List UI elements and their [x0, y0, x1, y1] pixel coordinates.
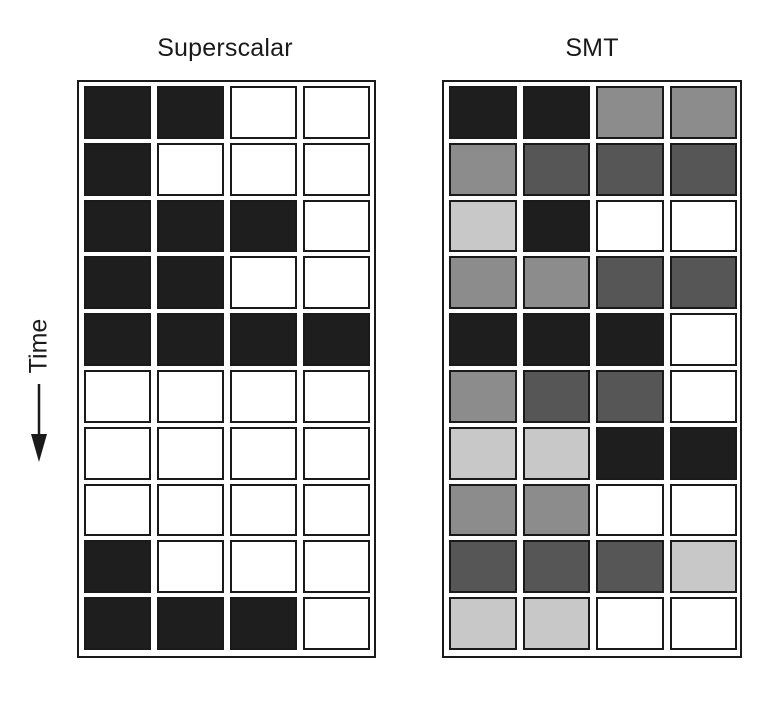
- issue-slot-cell: [230, 427, 297, 480]
- issue-slot-cell: [303, 313, 370, 366]
- issue-slot-cell: [670, 313, 738, 366]
- issue-slot-cell: [303, 427, 370, 480]
- issue-slot-cell: [670, 597, 738, 650]
- issue-slot-cell: [449, 200, 517, 253]
- issue-slot-cell: [84, 427, 151, 480]
- time-arrow-icon: [20, 262, 60, 472]
- issue-slot-cell: [84, 256, 151, 309]
- issue-slot-cell: [596, 597, 664, 650]
- issue-slot-cell: [157, 256, 224, 309]
- issue-slot-cell: [523, 427, 591, 480]
- issue-slot-cell: [303, 143, 370, 196]
- issue-slot-cell: [523, 540, 591, 593]
- issue-slot-cell: [230, 200, 297, 253]
- issue-slot-cell: [230, 256, 297, 309]
- issue-slot-cell: [230, 540, 297, 593]
- issue-slot-cell: [84, 86, 151, 139]
- issue-slot-cell: [670, 86, 738, 139]
- issue-slot-cell: [84, 370, 151, 423]
- issue-slot-cell: [449, 370, 517, 423]
- issue-slot-cell: [84, 313, 151, 366]
- issue-slot-cell: [157, 597, 224, 650]
- issue-slot-cell: [157, 370, 224, 423]
- issue-slot-cell: [596, 370, 664, 423]
- issue-slot-cell: [157, 200, 224, 253]
- issue-slot-cell: [523, 370, 591, 423]
- issue-slot-cell: [523, 256, 591, 309]
- issue-slot-cell: [449, 313, 517, 366]
- issue-slot-cell: [449, 484, 517, 537]
- issue-slot-cell: [303, 597, 370, 650]
- issue-slot-cell: [303, 484, 370, 537]
- issue-slot-cell: [303, 200, 370, 253]
- smt-issue-grid: [449, 86, 737, 650]
- superscalar-title: Superscalar: [80, 34, 370, 63]
- issue-slot-cell: [157, 313, 224, 366]
- issue-slot-cell: [230, 370, 297, 423]
- issue-slot-cell: [84, 200, 151, 253]
- issue-slot-cell: [230, 597, 297, 650]
- issue-slot-cell: [157, 427, 224, 480]
- issue-slot-cell: [596, 540, 664, 593]
- issue-slot-cell: [157, 143, 224, 196]
- issue-slot-cell: [596, 427, 664, 480]
- issue-slot-cell: [670, 200, 738, 253]
- issue-slot-cell: [449, 86, 517, 139]
- issue-slot-cell: [596, 143, 664, 196]
- smt-title: SMT: [442, 34, 742, 63]
- issue-slot-cell: [449, 256, 517, 309]
- issue-slot-cell: [596, 256, 664, 309]
- issue-slot-cell: [84, 143, 151, 196]
- issue-slot-cell: [523, 484, 591, 537]
- issue-slot-cell: [523, 143, 591, 196]
- issue-slot-cell: [596, 313, 664, 366]
- issue-slot-cell: [596, 484, 664, 537]
- time-axis: Time: [20, 262, 60, 472]
- issue-slot-cell: [670, 540, 738, 593]
- issue-slot-cell: [523, 200, 591, 253]
- issue-slot-cell: [230, 86, 297, 139]
- issue-slot-cell: [303, 86, 370, 139]
- issue-slot-cell: [670, 370, 738, 423]
- issue-slot-cell: [670, 256, 738, 309]
- issue-slot-cell: [523, 86, 591, 139]
- issue-slot-cell: [449, 540, 517, 593]
- issue-slot-cell: [230, 313, 297, 366]
- issue-slot-cell: [84, 484, 151, 537]
- issue-slot-cell: [84, 540, 151, 593]
- issue-slot-cell: [596, 86, 664, 139]
- issue-slot-cell: [157, 86, 224, 139]
- issue-slot-cell: [230, 143, 297, 196]
- issue-slot-cell: [523, 313, 591, 366]
- superscalar-issue-grid: [84, 86, 370, 650]
- issue-slot-cell: [303, 256, 370, 309]
- issue-slot-cell: [596, 200, 664, 253]
- issue-slot-cell: [157, 540, 224, 593]
- issue-slot-cell: [449, 143, 517, 196]
- issue-slot-cell: [449, 597, 517, 650]
- issue-slot-cell: [157, 484, 224, 537]
- issue-slot-cell: [84, 597, 151, 650]
- issue-slot-cell: [449, 427, 517, 480]
- issue-slot-cell: [670, 143, 738, 196]
- issue-slot-cell: [670, 484, 738, 537]
- issue-slot-cell: [670, 427, 738, 480]
- issue-slot-cell: [230, 484, 297, 537]
- issue-slot-cell: [303, 370, 370, 423]
- issue-slot-cell: [523, 597, 591, 650]
- issue-slot-cell: [303, 540, 370, 593]
